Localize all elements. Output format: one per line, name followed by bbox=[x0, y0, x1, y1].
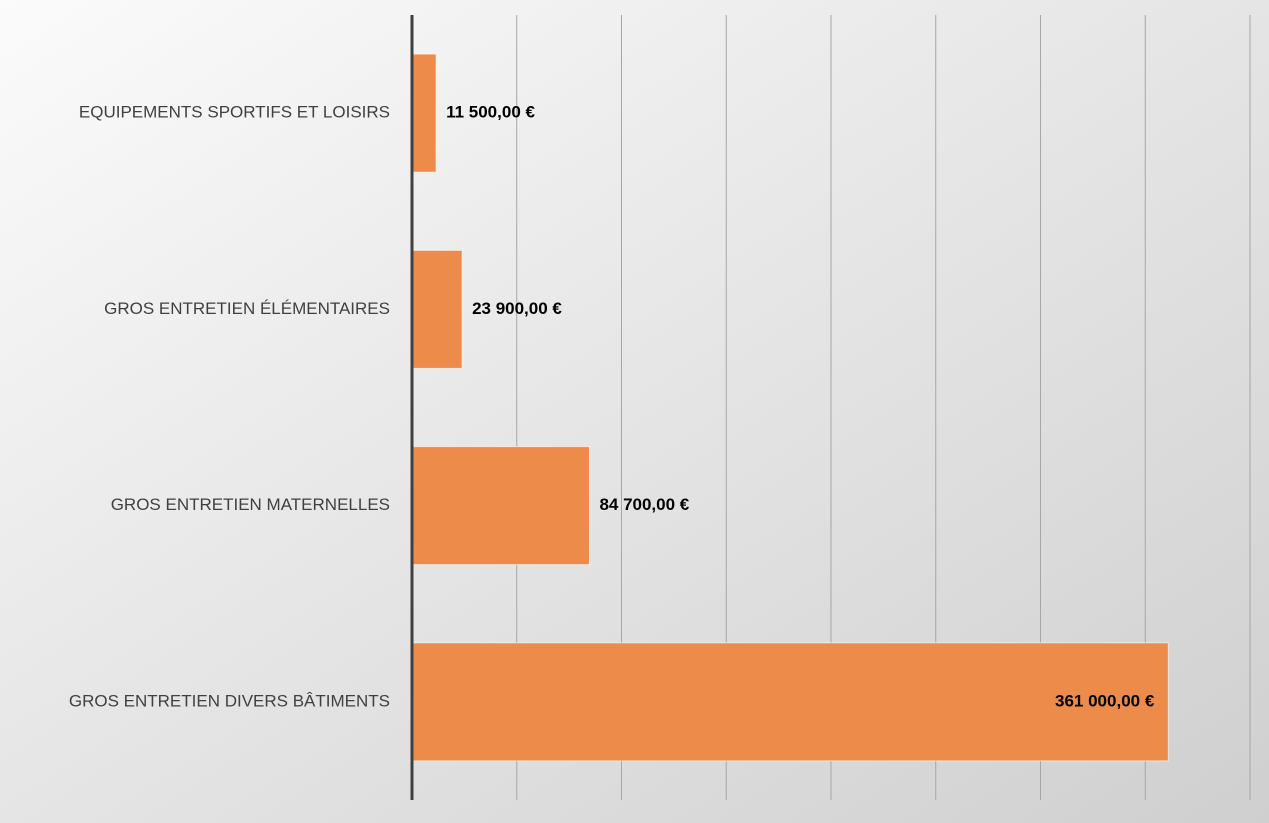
bar bbox=[411, 249, 463, 369]
value-label: 11 500,00 € bbox=[446, 103, 535, 122]
category-label: GROS ENTRETIEN MATERNELLES bbox=[111, 495, 390, 514]
bar bbox=[411, 642, 1169, 762]
value-label: 361 000,00 € bbox=[1055, 691, 1155, 710]
bar bbox=[411, 446, 590, 566]
category-label: GROS ENTRETIEN ÉLÉMENTAIRES bbox=[104, 299, 390, 318]
category-label: EQUIPEMENTS SPORTIFS ET LOISIRS bbox=[79, 103, 390, 122]
value-label: 84 700,00 € bbox=[599, 495, 689, 514]
value-label: 23 900,00 € bbox=[472, 299, 562, 318]
bar bbox=[411, 53, 437, 173]
category-label: GROS ENTRETIEN DIVERS BÂTIMENTS bbox=[69, 691, 390, 710]
